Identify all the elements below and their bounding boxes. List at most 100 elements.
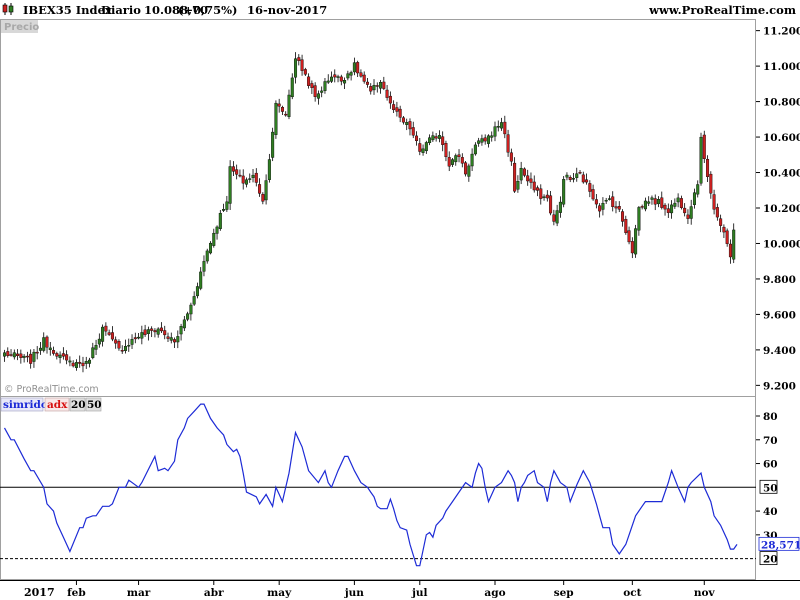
candle-down: [382, 81, 386, 89]
candle-down: [388, 95, 392, 104]
candle-down: [78, 361, 82, 364]
candle-up: [421, 148, 425, 153]
candle-up: [379, 82, 383, 89]
candle-up: [287, 94, 291, 118]
candle-up: [91, 347, 95, 358]
candle-down: [61, 353, 65, 357]
candle-up: [38, 347, 42, 351]
candle-down: [297, 57, 301, 61]
candle-down: [464, 162, 468, 175]
price-tick-label: 10.600: [763, 132, 800, 144]
candle-up: [169, 337, 173, 341]
candle-down: [621, 211, 625, 222]
year-label: 2017: [24, 586, 55, 599]
candle-up: [202, 261, 206, 272]
candle-down: [712, 194, 716, 210]
candle-down: [513, 162, 517, 192]
candle-up: [94, 345, 98, 350]
month-label: ago: [484, 587, 505, 599]
candle-down: [385, 89, 389, 98]
candle-down: [545, 194, 549, 199]
candle-up: [212, 232, 216, 246]
candle-down: [29, 353, 33, 364]
candle-down: [333, 74, 337, 78]
header-site[interactable]: www.ProRealTime.com: [648, 3, 796, 17]
indicator-legend: simrido adx 20 50: [0, 397, 102, 412]
candle-up: [156, 328, 160, 335]
candle-up: [225, 201, 229, 210]
candle-down: [640, 206, 644, 208]
candle-up: [565, 174, 569, 178]
candle-up: [267, 159, 271, 180]
candle-up: [637, 207, 641, 231]
candle-up: [699, 136, 703, 184]
candle-down: [663, 204, 667, 210]
level-20-label: 20: [763, 554, 778, 566]
x-axis: 2017 feb mar abr may jun jul ago sep oct nov: [24, 580, 716, 599]
candle-up: [558, 201, 562, 213]
candle-down: [356, 62, 360, 74]
indicator-tick-label: 40: [763, 506, 778, 518]
candle-down: [630, 241, 634, 254]
candle-down: [375, 85, 379, 87]
candle-down: [715, 207, 719, 218]
candle-up: [244, 179, 248, 185]
candle-up: [732, 229, 736, 260]
candle-down: [261, 194, 265, 202]
candle-down: [594, 199, 598, 205]
indicator-tick-label: 70: [763, 435, 778, 447]
month-label: may: [267, 587, 292, 599]
candle-up: [140, 332, 144, 339]
month-label: jun: [344, 587, 364, 599]
candle-down: [591, 189, 595, 200]
candle-up: [500, 122, 504, 129]
candle-up: [182, 319, 186, 329]
candle-down: [617, 206, 621, 210]
candle-down: [303, 69, 307, 75]
candlestick-logo-icon: [2, 3, 14, 15]
header-last-price: 10.088,70: [144, 3, 208, 17]
candle-up: [192, 296, 196, 305]
candle-up: [634, 228, 638, 255]
candle-up: [676, 197, 680, 203]
candle-up: [205, 250, 209, 262]
candle-down: [506, 134, 510, 153]
candle-down: [45, 336, 49, 348]
candle-down: [369, 86, 373, 92]
candle-up: [372, 85, 376, 91]
candle-down: [365, 81, 369, 85]
candle-up: [604, 200, 608, 202]
candle-down: [300, 59, 304, 71]
candle-down: [415, 135, 419, 142]
candle-down: [339, 76, 343, 82]
candle-up: [542, 196, 546, 198]
candle-up: [490, 135, 494, 138]
candle-down: [359, 72, 363, 77]
candle-down: [588, 183, 592, 192]
price-tick-label: 9.600: [763, 309, 796, 321]
candle-down: [133, 337, 137, 340]
candle-down: [725, 230, 729, 244]
candle-up: [186, 313, 190, 320]
price-tick-label: 10.000: [763, 238, 800, 250]
header-change: (+0,75%): [178, 3, 237, 17]
candle-up: [274, 102, 278, 135]
candle-down: [536, 187, 540, 191]
candle-down: [578, 171, 582, 174]
candle-down: [163, 330, 167, 336]
candle-down: [238, 174, 242, 177]
candle-up: [251, 174, 255, 178]
last-value-box: [758, 536, 800, 551]
candle-up: [496, 126, 500, 128]
candle-down: [549, 195, 553, 214]
legend-level-20: 20: [71, 399, 86, 411]
candle-down: [719, 218, 723, 226]
candle-down: [611, 196, 615, 207]
candle-up: [127, 345, 131, 347]
candle-up: [84, 361, 88, 364]
candle-down: [706, 158, 710, 177]
candle-down: [398, 108, 402, 118]
level-50-label: 50: [763, 482, 778, 494]
price-tick-label: 10.200: [763, 203, 800, 215]
month-label: abr: [204, 587, 224, 599]
